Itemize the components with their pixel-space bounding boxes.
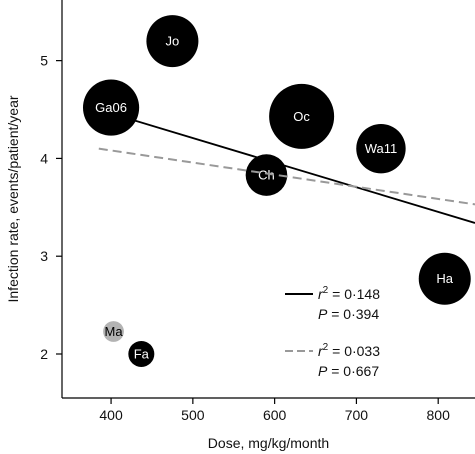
bubble-label: Jo: [166, 34, 180, 49]
y-axis-label: Infection rate, events/patient/year: [5, 95, 21, 302]
bubble-label: Ga06: [95, 100, 127, 115]
bubble-point: [356, 123, 406, 174]
bubble-point: [103, 321, 124, 342]
x-tick-label: 800: [427, 407, 451, 423]
bubble-label: Ha: [436, 271, 453, 286]
legend-p: P = 0·667: [318, 363, 379, 379]
x-tick-label: 400: [99, 407, 123, 423]
x-tick-label: 500: [181, 407, 205, 423]
y-tick-label: 4: [40, 150, 48, 166]
bubble-point: [269, 83, 335, 149]
legend-r2: r2 = 0·033: [318, 342, 380, 359]
bubble-label: Wa11: [365, 141, 398, 156]
legend-p: P = 0·394: [318, 306, 379, 322]
legend: r2 = 0·148 P = 0·394 r2 = 0·033 P = 0·667: [285, 285, 380, 379]
bubble-point: [418, 252, 471, 305]
bubble-point: [146, 15, 199, 68]
bubble-label: Ch: [258, 168, 275, 183]
bubble-point: [128, 340, 155, 367]
plot-area: Jo Ga06 Oc Wa11 Ch Ha Fa Ma: [82, 15, 475, 367]
bubble-label: Fa: [134, 346, 150, 361]
y-tick-label: 2: [40, 346, 48, 362]
bubble-label: Ma: [104, 324, 123, 339]
y-tick-label: 3: [40, 248, 48, 264]
fit-line-dashed: [98, 147, 475, 206]
x-tick-label: 600: [263, 407, 287, 423]
x-tick-label: 700: [345, 407, 369, 423]
axes: 400 500 600 700 800 2 3 4 5 Dose, mg/kg/month Infe…: [5, 0, 475, 451]
y-tick-label: 5: [40, 53, 48, 69]
x-axis-label: Dose, mg/kg/month: [208, 435, 329, 451]
bubble-label: Oc: [293, 109, 310, 124]
legend-r2: r2 = 0·148: [318, 285, 380, 302]
fit-line-solid: [110, 112, 475, 224]
bubble-point: [82, 79, 140, 136]
bubble-point: [245, 154, 288, 196]
